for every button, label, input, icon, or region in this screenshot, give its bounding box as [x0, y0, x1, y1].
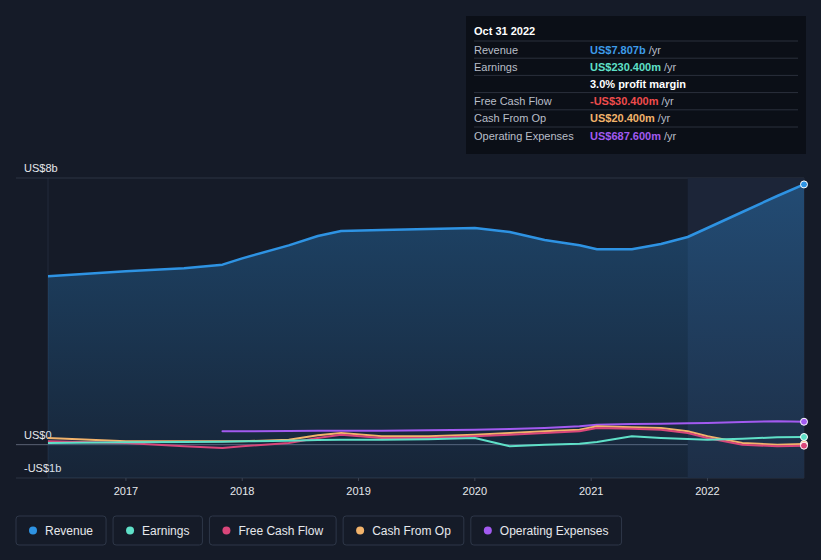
legend-item: Free Cash Flow — [209, 516, 336, 545]
tooltip-unit: /yr — [649, 44, 662, 56]
x-tick — [358, 478, 359, 481]
tooltip-label: Revenue — [474, 44, 518, 56]
legend-label: Free Cash Flow — [238, 524, 323, 538]
series-line — [48, 184, 804, 276]
series-line — [48, 436, 804, 446]
tooltip-separator — [474, 127, 798, 128]
tooltip-value: US$230.400m — [590, 61, 661, 73]
legend-item: Cash From Op — [343, 516, 464, 545]
tooltip-separator — [474, 58, 798, 59]
tooltip-label: Operating Expenses — [474, 130, 574, 142]
grid-line — [16, 178, 804, 179]
x-tick-label: 2022 — [695, 485, 719, 497]
legend-box — [209, 516, 336, 545]
x-tick-label: 2017 — [114, 485, 138, 497]
tooltip-label: Free Cash Flow — [474, 95, 552, 107]
legend-item: Revenue — [16, 516, 106, 545]
legend-swatch — [222, 527, 230, 535]
tooltip-value: US$7.807b — [590, 44, 646, 56]
x-tick — [591, 478, 592, 481]
x-tick — [474, 478, 475, 481]
x-tick-label: 2018 — [230, 485, 254, 497]
end-dot — [801, 418, 808, 425]
x-tick — [242, 478, 243, 481]
legend-item: Earnings — [113, 516, 202, 545]
tooltip-label: Cash From Op — [474, 112, 546, 124]
x-tick-label: 2020 — [463, 485, 487, 497]
legend-label: Cash From Op — [372, 524, 451, 538]
legend-label: Operating Expenses — [500, 524, 609, 538]
tooltip-value: 3.0% profit margin — [590, 78, 686, 90]
tooltip-unit: /yr — [658, 112, 671, 124]
legend-box — [471, 516, 622, 545]
area-fill — [48, 184, 804, 478]
legend-box — [113, 516, 202, 545]
tooltip-value: -US$30.400m — [590, 95, 659, 107]
legend-box — [343, 516, 464, 545]
plot-area — [48, 178, 804, 478]
tooltip-unit: /yr — [662, 95, 675, 107]
x-tick-label: 2019 — [346, 485, 370, 497]
y-tick-label: US$0 — [24, 429, 52, 441]
tooltip-separator — [474, 41, 798, 42]
y-tick-label: US$8b — [24, 162, 58, 174]
legend-swatch — [126, 527, 134, 535]
tooltip-unit: /yr — [664, 130, 677, 142]
legend-box — [16, 516, 106, 545]
legend-swatch — [484, 527, 492, 535]
tooltip-value: US$687.600m — [590, 130, 661, 142]
tooltip: Oct 31 2022 Revenue US$7.807b/yr Earnings US… — [466, 16, 806, 154]
x-tick-label: 2021 — [579, 485, 603, 497]
end-dot — [801, 442, 808, 449]
chart: -US$1bUS$0US$8b201720182019202020212022R… — [0, 0, 821, 560]
end-dot — [801, 181, 808, 188]
x-tick — [707, 478, 708, 481]
tooltip-unit: /yr — [664, 61, 677, 73]
series-line — [48, 428, 804, 448]
tooltip-label: Earnings — [474, 61, 518, 73]
legend-label: Revenue — [45, 524, 93, 538]
series-line — [222, 421, 804, 431]
legend-swatch — [356, 527, 364, 535]
tooltip-separator — [474, 92, 798, 93]
tooltip-date: Oct 31 2022 — [474, 25, 535, 37]
end-dot — [801, 433, 808, 440]
tooltip-separator — [474, 75, 798, 76]
tooltip-value: US$20.400m — [590, 112, 655, 124]
legend-item: Operating Expenses — [471, 516, 622, 545]
tooltip-separator — [474, 109, 798, 110]
legend-swatch — [29, 527, 37, 535]
x-tick — [125, 478, 126, 481]
legend-label: Earnings — [142, 524, 189, 538]
background — [0, 0, 821, 560]
tooltip-box — [466, 16, 806, 154]
